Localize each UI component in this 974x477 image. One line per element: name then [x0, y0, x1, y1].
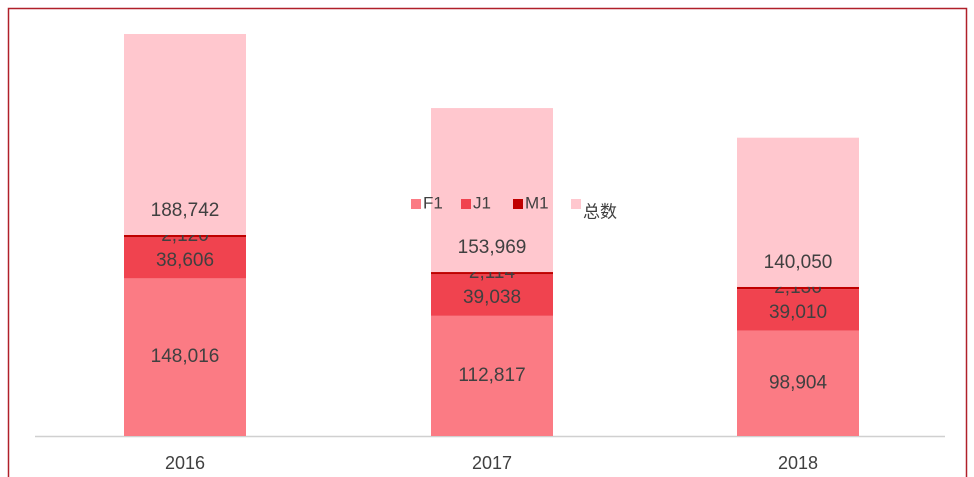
- legend-swatch: [461, 199, 471, 209]
- value-label: 140,050: [764, 252, 833, 273]
- value-label: 98,904: [769, 372, 828, 393]
- bar-segment: [431, 315, 553, 436]
- value-label: 38,606: [156, 250, 214, 271]
- legend-label: M1: [525, 193, 549, 212]
- bar-segment: [737, 330, 859, 436]
- bar-segment: [737, 286, 859, 290]
- bar-segment: [124, 235, 246, 238]
- bar-segment: [124, 278, 246, 436]
- value-label: 39,010: [769, 302, 827, 323]
- bar-segment: [737, 137, 859, 287]
- value-label: 112,817: [458, 365, 525, 386]
- frame: [7, 7, 968, 477]
- legend-swatch: [571, 199, 581, 209]
- value-label: 188,742: [151, 200, 220, 221]
- value-label: 153,969: [458, 237, 527, 258]
- bar-segment: [737, 289, 859, 331]
- value-label: 39,038: [463, 287, 521, 308]
- legend-label: F1: [423, 193, 443, 212]
- x-tick-label: 2016: [165, 453, 205, 473]
- bar-segment: [431, 272, 553, 275]
- bar-segment: [431, 274, 553, 316]
- bar-segment: [124, 237, 246, 279]
- legend-label: 总数: [583, 202, 617, 221]
- bar-segment: [124, 34, 246, 235]
- legend-swatch: [513, 199, 523, 209]
- legend-label: J1: [473, 193, 491, 212]
- x-tick-label: 2017: [472, 453, 512, 473]
- x-tick-label: 2018: [778, 453, 818, 473]
- value-label: 148,016: [151, 346, 220, 367]
- bar-segment: [431, 108, 553, 273]
- legend-swatch: [411, 199, 421, 209]
